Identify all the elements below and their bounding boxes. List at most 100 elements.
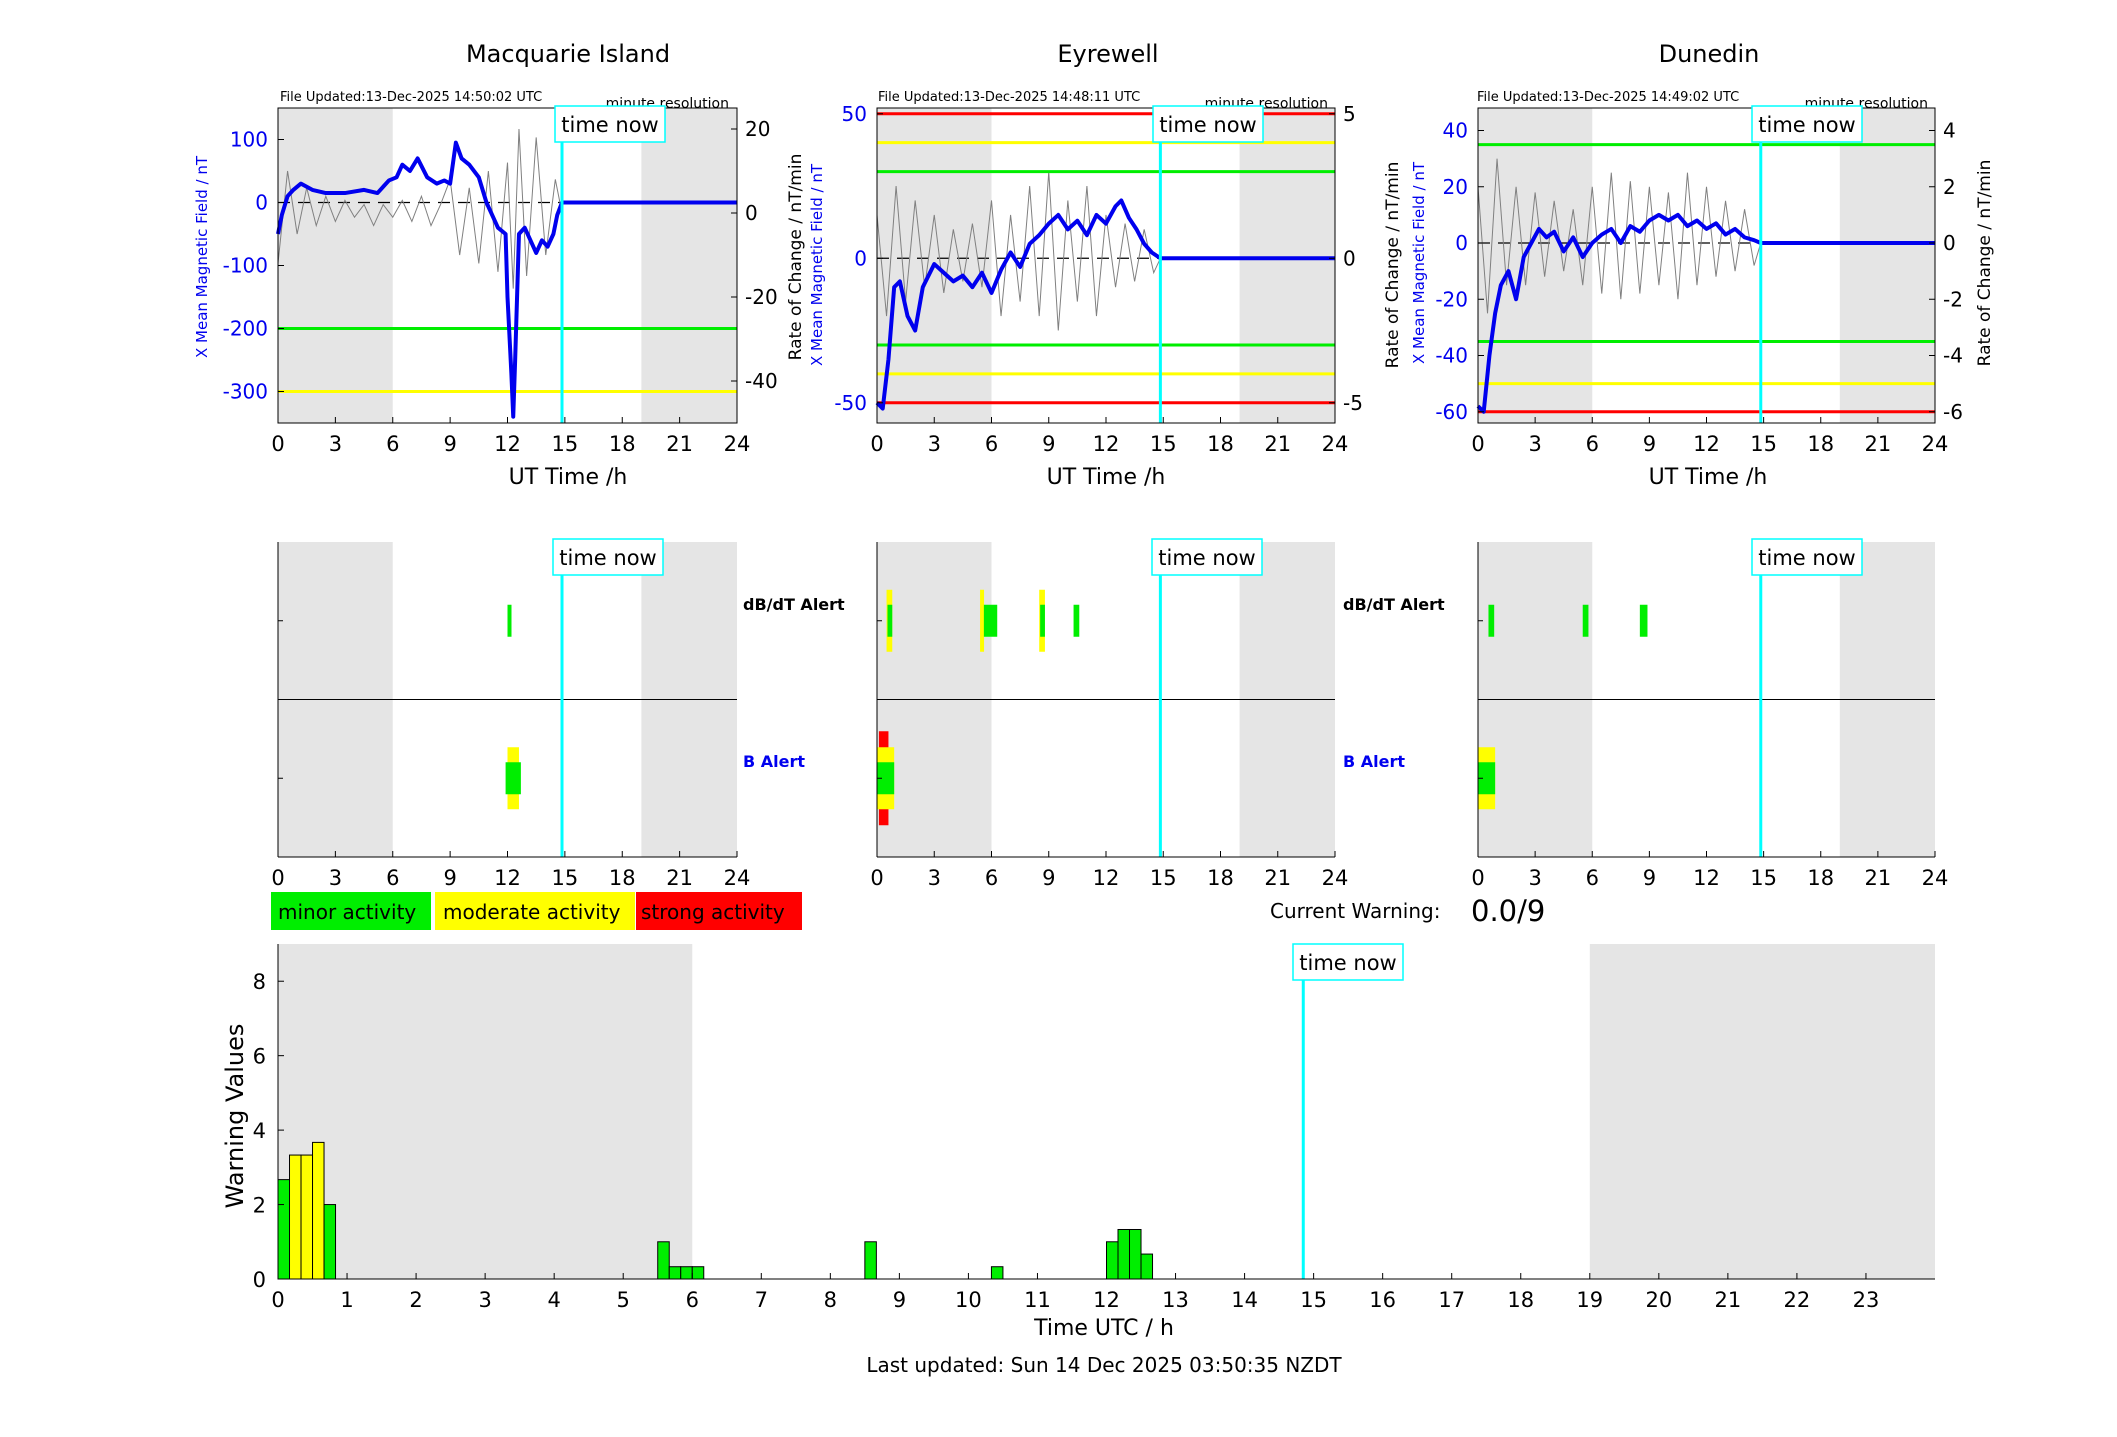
x-tick-label: 9 (1042, 866, 1055, 890)
y-left-label: X Mean Magnetic Field / nT (193, 155, 211, 358)
x-tick-label: 18 (1207, 866, 1234, 890)
x-tick-label: 18 (1507, 1288, 1534, 1312)
x-tick-label: 0 (271, 1288, 284, 1312)
y2-tick-label: 0 (1343, 246, 1356, 270)
x-tick-label: 6 (1586, 866, 1599, 890)
x-tick-label: 21 (1264, 432, 1291, 456)
x-tick-label: 0 (271, 432, 284, 456)
dbdt-alert-label: dB/dT Alert (743, 595, 845, 614)
y-tick-label: -20 (1435, 287, 1468, 311)
y-right-label: Rate of Change / nT/min (1383, 162, 1403, 369)
x-tick-label: 12 (494, 866, 521, 890)
time-now-badge: time now (1751, 105, 1863, 143)
warning-bar (864, 1241, 877, 1280)
x-tick-label: 10 (955, 1288, 982, 1312)
x-tick-label: 16 (1369, 1288, 1396, 1312)
x-tick-label: 15 (1750, 866, 1777, 890)
x-tick-label: 2 (409, 1288, 422, 1312)
y-left-label: X Mean Magnetic Field / nT (1410, 161, 1428, 364)
rate-series-line (1477, 158, 1762, 314)
field-series-line (276, 140, 737, 419)
y2-tick-label: -2 (1943, 287, 1963, 311)
x-tick-label: 11 (1024, 1288, 1051, 1312)
x-tick-label: 0 (870, 866, 883, 890)
x-tick-label: 3 (478, 1288, 491, 1312)
x-tick-label: 21 (666, 866, 693, 890)
x-tick-label: 21 (1865, 866, 1892, 890)
time-now-box (1152, 105, 1264, 143)
x-tick-label: 3 (928, 432, 941, 456)
y-tick-label: -40 (1435, 344, 1468, 368)
warning-bar (1129, 1228, 1142, 1280)
y-tick-label: -200 (223, 317, 268, 341)
x-tick-label: 13 (1162, 1288, 1189, 1312)
x-tick-label: 21 (1264, 866, 1291, 890)
x-tick-label: 15 (1750, 432, 1777, 456)
x-tick-label: 12 (1093, 432, 1120, 456)
b-alert-mark (1478, 762, 1496, 795)
last-updated: Last updated: Sun 14 Dec 2025 03:50:35 N… (866, 1353, 1342, 1377)
x-axis-label: UT Time /h (1047, 465, 1166, 490)
legend-label-minor: minor activity (278, 900, 416, 924)
x-tick-label: 24 (724, 866, 751, 890)
warning-bar (680, 1266, 693, 1280)
y2-tick-label: 0 (1943, 231, 1956, 255)
x-tick-label: 0 (1471, 432, 1484, 456)
dbdt-alert-mark (983, 604, 998, 637)
y2-tick-label: 20 (745, 117, 770, 141)
dbdt-alert-mark (507, 604, 512, 637)
station-title: Dunedin (1659, 40, 1760, 68)
rate-series-line (277, 128, 563, 289)
x-tick-label: 5 (617, 1288, 630, 1312)
x-tick-label: 15 (1150, 866, 1177, 890)
time-now-text: time now (1758, 546, 1855, 570)
y-tick-label: 0 (255, 191, 268, 215)
y2-tick-label: 4 (1943, 119, 1956, 143)
x-tick-label: 15 (1150, 432, 1177, 456)
b-alert-label: B Alert (743, 752, 805, 771)
y-tick-label: 40 (1443, 119, 1468, 143)
warning-plot: 0 1 2 3 4 5 6 7 8 9 10 11 12 13 14 15 16 17 18 19 20 21 22 2302… (253, 944, 1935, 1312)
x-tick-label: 18 (1807, 432, 1834, 456)
warning-bar (990, 1266, 1004, 1280)
warning-bar (668, 1266, 682, 1280)
time-now-badge: time now (554, 105, 666, 143)
warning-values-panel: Warning Values Time UTC / h time now (221, 943, 1404, 1341)
b-alert-mark (505, 762, 521, 795)
x-tick-label: 24 (1922, 866, 1949, 890)
alert-plot-0: 0 3 6 9 12 15 18 21 24 (271, 542, 750, 890)
x-tick-label: 8 (824, 1288, 837, 1312)
x-tick-label: 7 (755, 1288, 768, 1312)
x-tick-label: 9 (443, 866, 456, 890)
shaded-region (1478, 108, 1593, 423)
y-right-label: Rate of Change / nT/min (786, 154, 806, 361)
x-tick-label: 24 (1322, 866, 1349, 890)
x-axis-label: UT Time /h (509, 465, 628, 490)
y2-tick-label: 2 (1943, 175, 1956, 199)
time-now-badge: time now (552, 538, 664, 576)
time-now-box (1751, 538, 1863, 576)
field-series-line (1476, 212, 1935, 414)
y-tick-label: 100 (230, 128, 268, 152)
x-tick-label: 15 (552, 432, 579, 456)
warning-bar (1140, 1253, 1154, 1280)
x-tick-label: 12 (494, 432, 521, 456)
x-tick-label: 3 (329, 432, 342, 456)
alert-plot-1: 0 3 6 9 12 15 18 21 24 (870, 542, 1348, 890)
x-tick-label: 22 (1784, 1288, 1811, 1312)
x-tick-label: 19 (1576, 1288, 1603, 1312)
shaded-region (1839, 108, 1935, 423)
x-tick-label: 21 (1715, 1288, 1742, 1312)
dbdt-alert-mark (1582, 604, 1589, 637)
x-tick-label: 12 (1093, 1288, 1120, 1312)
shaded-region (278, 108, 393, 423)
time-now-text: time now (1299, 951, 1396, 975)
x-tick-label: 12 (1693, 866, 1720, 890)
alert-plot-2: 0 3 6 9 12 15 18 21 24 (1471, 542, 1948, 890)
y-tick-label: 0 (1455, 231, 1468, 255)
warning-bar (300, 1154, 314, 1280)
y-tick-label: -300 (223, 380, 268, 404)
legend-label-strong: strong activity (641, 900, 785, 924)
